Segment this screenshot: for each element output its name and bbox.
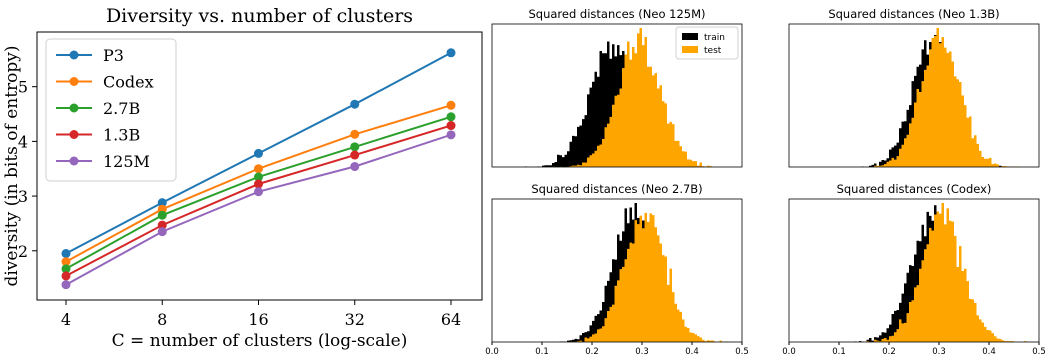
legend-swatch: [682, 33, 698, 40]
x-axis-label: C = number of clusters (log-scale): [112, 331, 408, 351]
data-point: [157, 210, 167, 220]
x-tick-label: 32: [345, 310, 365, 329]
histogram-bars-train: [492, 203, 742, 342]
line-chart-legend: P3 Codex 2.7B 1.3B 125M: [45, 38, 177, 182]
data-point: [446, 112, 456, 122]
data-point: [61, 280, 71, 290]
histogram-bars-test: [492, 212, 742, 342]
x-tick-label: 0.0: [782, 347, 796, 354]
line-chart-title: Diversity vs. number of clusters: [106, 5, 413, 27]
histogram-bars-test: [492, 28, 742, 167]
x-tick-label: 0.5: [1032, 347, 1046, 354]
x-tick-label: 0.2: [882, 347, 896, 354]
y-tick-label: 4: [18, 132, 28, 151]
data-point: [157, 220, 167, 230]
y-tick-label: 2: [18, 242, 28, 261]
histogram-panel: Squared distances (Neo 125M) train test: [491, 7, 743, 168]
y-tick-label: 5: [18, 78, 28, 97]
y-axis-label: diversity (in bits of entropy): [2, 45, 22, 286]
histogram-frame: [491, 198, 743, 343]
data-point: [61, 264, 71, 274]
histogram-panel: Squared distances (Neo 2.7B) 0.0 0.1 0.2 0.3…: [485, 182, 749, 357]
data-point: [350, 142, 360, 152]
data-point: [254, 172, 263, 182]
histogram-bars-test: [789, 28, 1039, 167]
data-point: [350, 150, 360, 160]
x-tick-label: 0.1: [832, 347, 846, 354]
data-point: [254, 148, 263, 158]
data-point: [446, 130, 456, 140]
data-point: [350, 129, 360, 139]
histogram-title: Squared distances (Neo 1.3B): [828, 7, 999, 21]
histogram-frame: [491, 23, 743, 168]
legend-marker: [69, 130, 79, 139]
x-tick-label: 0.0: [485, 347, 499, 354]
data-point: [350, 99, 360, 109]
x-tick-label: 0.3: [635, 347, 649, 354]
histogram-title: Squared distances (Neo 125M): [528, 7, 705, 21]
histogram-title: Squared distances (Codex): [837, 182, 992, 196]
data-point: [446, 121, 456, 131]
histogram-bars-test: [789, 203, 1039, 342]
legend-label: 2.7B: [103, 99, 140, 118]
legend-label: 1.3B: [103, 126, 140, 145]
histogram-bars-train: [789, 205, 1039, 342]
legend-marker: [69, 77, 79, 86]
data-point: [446, 48, 456, 58]
data-point: [61, 271, 71, 281]
x-tick-label: 0.2: [585, 347, 599, 354]
legend-label: train: [704, 33, 725, 43]
legend-marker: [69, 50, 79, 60]
x-tick-label: 4: [61, 310, 71, 329]
legend-label: test: [704, 46, 722, 56]
x-tick-label: 0.4: [982, 347, 996, 354]
histogram-bars-train: [789, 34, 1039, 167]
histogram-panel: Squared distances (Neo 1.3B): [788, 7, 1040, 168]
legend-label: Codex: [103, 73, 154, 92]
x-tick-label: 16: [248, 310, 268, 329]
legend-label: 125M: [103, 152, 150, 171]
histogram-frame: [788, 198, 1040, 343]
x-tick-label: 64: [441, 310, 461, 329]
data-point: [254, 187, 263, 197]
y-tick-label: 3: [18, 187, 28, 206]
data-point: [61, 249, 71, 259]
legend-marker: [69, 156, 79, 166]
histogram-frame: [788, 23, 1040, 168]
x-tick-label: 0.1: [535, 347, 549, 354]
x-tick-label: 0.5: [735, 347, 749, 354]
data-point: [350, 162, 360, 172]
data-point: [254, 179, 263, 189]
line-chart-frame: [36, 31, 483, 301]
x-tick-label: 0.4: [685, 347, 699, 354]
legend-swatch: [682, 46, 698, 53]
data-point: [61, 257, 71, 267]
histogram-panel: Squared distances (Codex) 0.0 0.1 0.2 0.3 0.4…: [782, 182, 1046, 357]
x-tick-label: 8: [157, 310, 167, 329]
data-point: [446, 100, 456, 110]
data-point: [254, 164, 263, 174]
histogram-legend: train test: [675, 26, 739, 60]
x-tick-label: 0.3: [932, 347, 946, 354]
histogram-title: Squared distances (Neo 2.7B): [531, 182, 702, 196]
data-point: [157, 227, 167, 237]
data-point: [157, 198, 167, 208]
legend-marker: [69, 103, 79, 113]
legend-label: P3: [103, 46, 124, 65]
legend-box: [45, 38, 177, 182]
